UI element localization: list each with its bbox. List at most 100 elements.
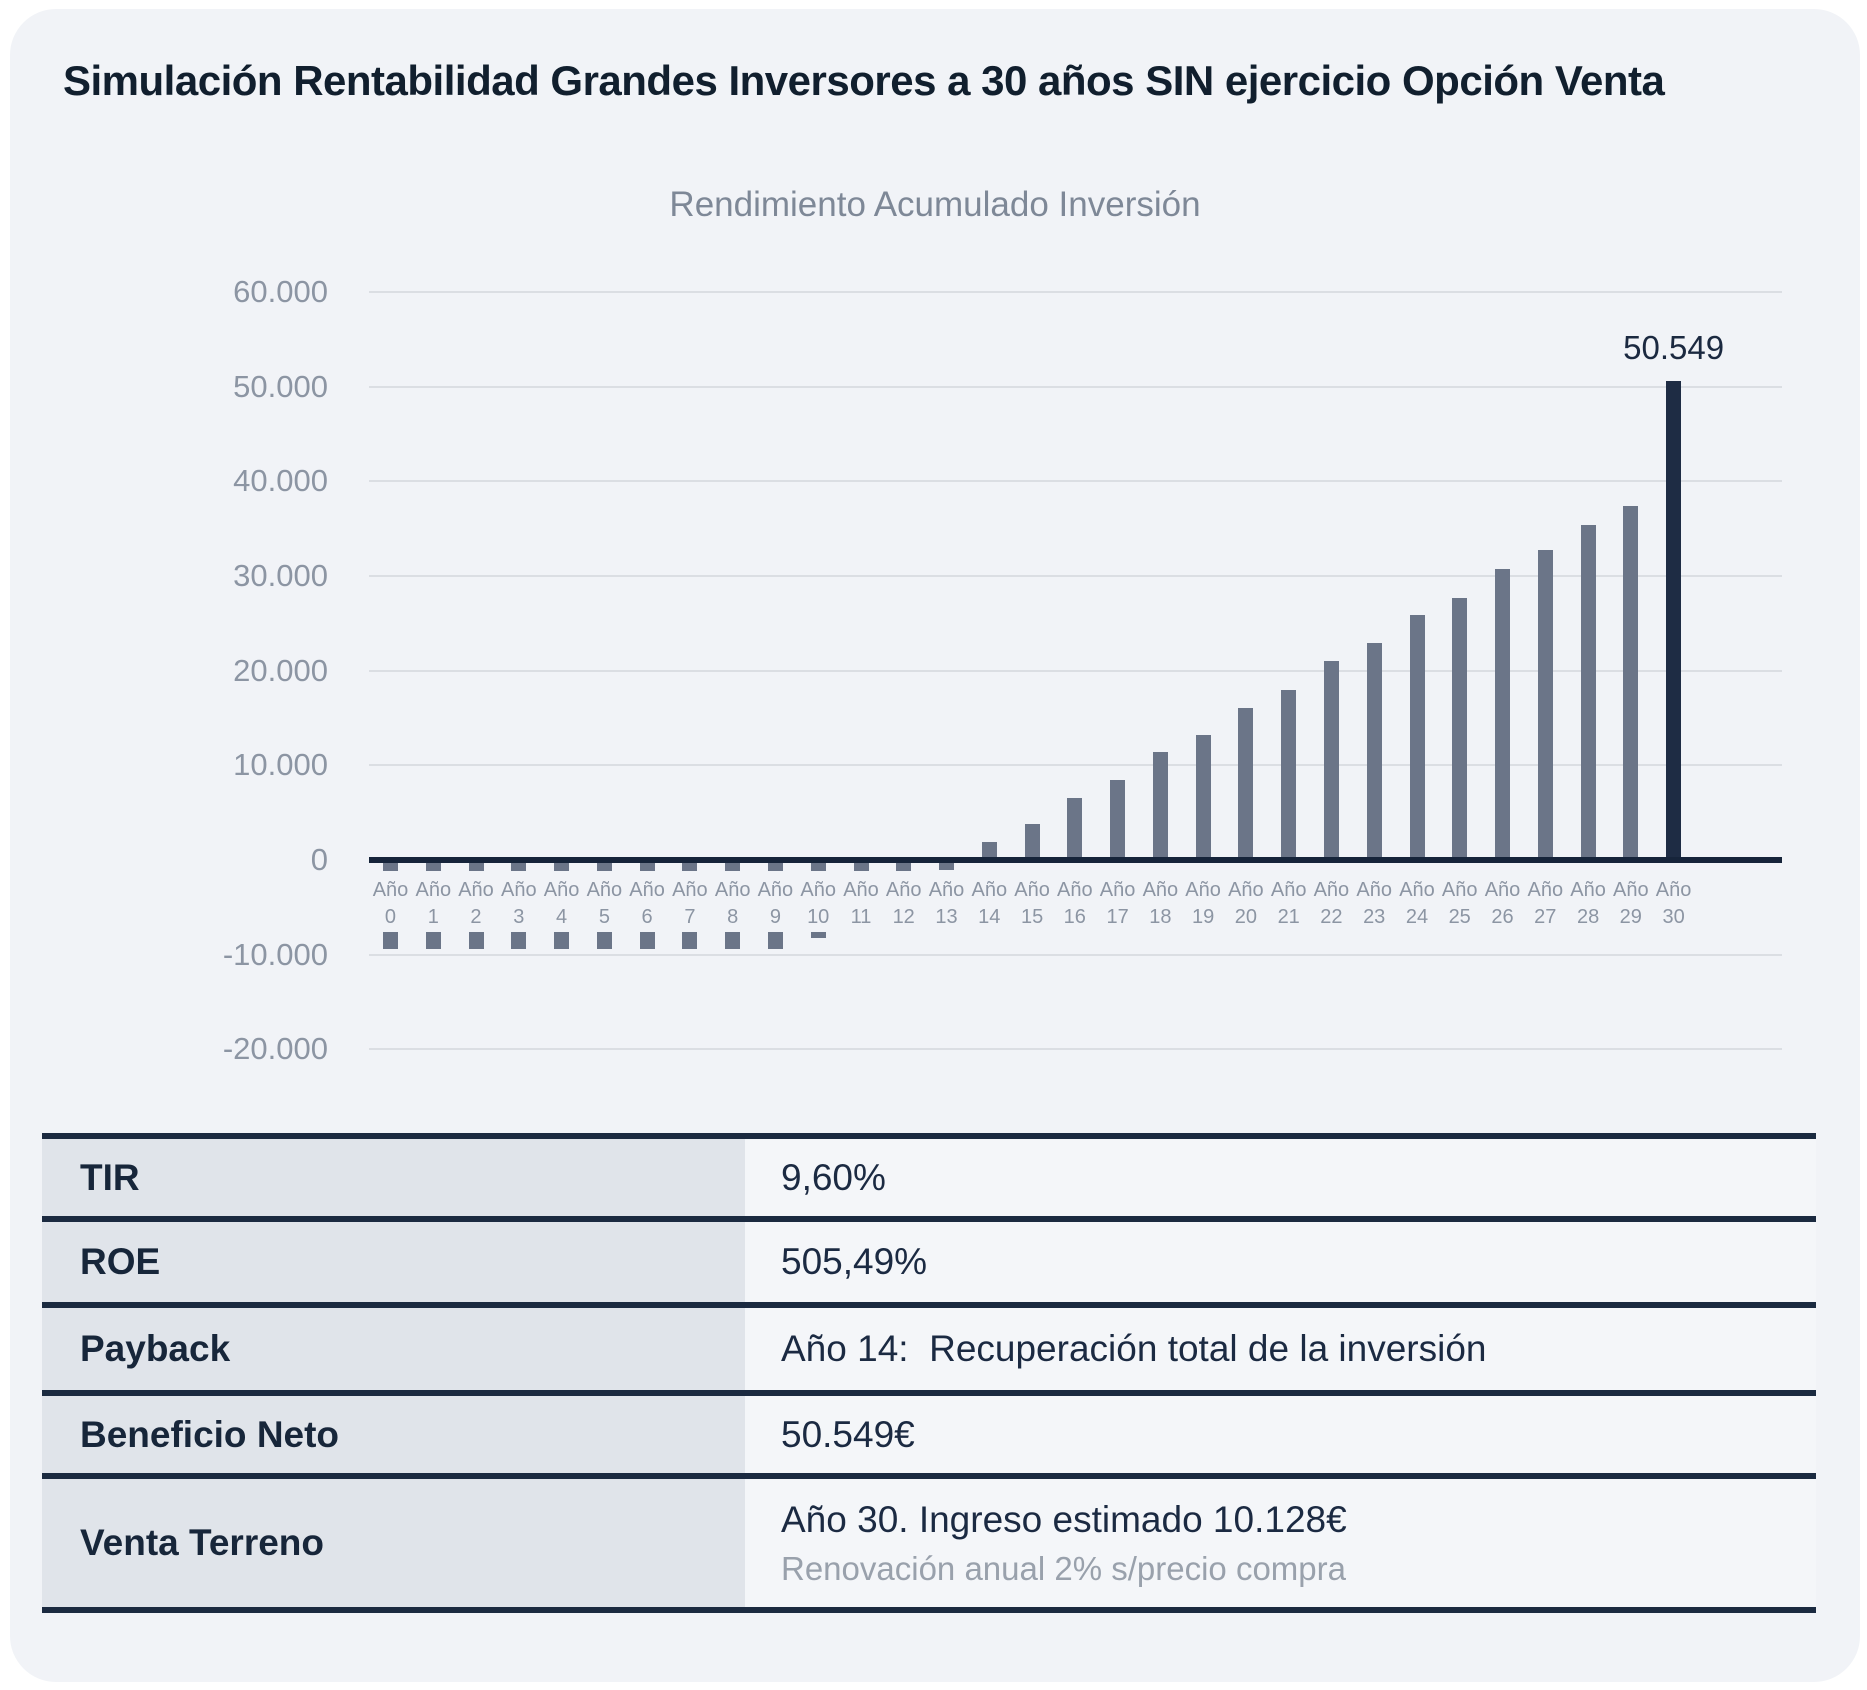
bar — [1366, 643, 1382, 860]
row-label-beneficio-neto: Beneficio Neto — [42, 1396, 745, 1473]
table-row-payback: Payback Año 14: Recuperación total de la … — [42, 1308, 1816, 1390]
row-value-venta-terreno: Año 30. Ingreso estimado 10.128€ Renovaci… — [745, 1479, 1816, 1607]
x-axis-label: Año 22 — [1310, 871, 1353, 932]
row-value-main: 9,60% — [781, 1156, 886, 1198]
x-axis-label: Año 21 — [1267, 871, 1311, 932]
x-axis-label: Año 10 — [796, 871, 840, 932]
row-value-payback: Año 14: Recuperación total de la inversi… — [745, 1308, 1816, 1390]
x-axis-label: Año 6 — [625, 871, 669, 932]
x-axis-label: Año 3 — [497, 871, 541, 932]
x-axis-label: Año 30 — [1652, 871, 1695, 932]
x-axis-label: Año 13 — [925, 871, 968, 932]
bar — [1110, 779, 1126, 860]
row-label-payback: Payback — [42, 1308, 745, 1390]
table-row-venta-terreno: Venta Terreno Año 30. Ingreso estimado 10… — [42, 1479, 1816, 1607]
x-axis-label: Año 17 — [1096, 871, 1139, 932]
x-axis-label: Año 25 — [1438, 871, 1482, 932]
x-axis-label: Año 5 — [583, 871, 626, 932]
x-axis-label: Año 18 — [1139, 871, 1182, 932]
y-axis-label: -20.000 — [222, 1031, 328, 1067]
y-axis-label: 10.000 — [233, 747, 328, 783]
bar — [1537, 550, 1553, 860]
row-value-main: 505,49% — [781, 1241, 928, 1282]
x-axis-label: Año 26 — [1481, 871, 1524, 932]
row-value-sub: Renovación anual 2% s/precio compra — [781, 1549, 1346, 1587]
gridline — [369, 290, 1782, 293]
report-card: Simulación Rentabilidad Grandes Inversor… — [10, 9, 1860, 1682]
x-axis-label: Año 23 — [1352, 871, 1396, 932]
x-axis-label: Año 15 — [1010, 871, 1054, 932]
row-value-main: Año 30. Ingreso estimado 10.128€ — [781, 1498, 1347, 1540]
kpi-table: TIR 9,60% ROE 505,49% Payback Año 14: Recuper… — [42, 1133, 1816, 1613]
bar — [1238, 707, 1254, 860]
row-label-tir: TIR — [42, 1139, 745, 1216]
table-border — [42, 1607, 1816, 1613]
table-border — [42, 1473, 1816, 1479]
x-axis-label: Año 27 — [1523, 871, 1567, 932]
x-axis-label: Año 28 — [1566, 871, 1610, 932]
y-axis-label: 30.000 — [233, 557, 328, 593]
x-axis-label: Año 1 — [411, 871, 455, 932]
table-border — [42, 1133, 1816, 1139]
gridline — [369, 953, 1782, 956]
x-axis-label: Año 4 — [540, 871, 583, 932]
x-axis-label: Año 0 — [369, 871, 412, 932]
table-row-beneficio-neto: Beneficio Neto 50.549€ — [42, 1396, 1816, 1473]
bar — [1323, 661, 1339, 860]
bar — [1281, 689, 1297, 860]
gridline — [369, 764, 1782, 767]
gridline — [369, 385, 1782, 388]
bar-value-annotation: 50.549 — [1623, 329, 1725, 366]
row-label-roe: ROE — [42, 1222, 745, 1302]
gridline — [369, 669, 1782, 672]
bar — [1623, 505, 1639, 860]
x-axis-line — [369, 857, 1782, 863]
table-border — [42, 1390, 1816, 1396]
y-axis-label: -10.000 — [222, 936, 328, 972]
bar — [1024, 824, 1040, 860]
gridline — [369, 574, 1782, 577]
bar — [1067, 797, 1083, 860]
y-axis-label: 50.000 — [233, 368, 328, 404]
table-row-tir: TIR 9,60% — [42, 1139, 1816, 1216]
x-axis-label: Año 2 — [454, 871, 498, 932]
table-border — [42, 1216, 1816, 1222]
x-axis-label: Año 7 — [668, 871, 712, 932]
gridline — [369, 1048, 1782, 1051]
x-axis-label: Año 9 — [754, 871, 797, 932]
table-row-roe: ROE 505,49% — [42, 1222, 1816, 1302]
page-title: Simulación Rentabilidad Grandes Inversor… — [63, 57, 1665, 104]
y-axis-label: 40.000 — [233, 463, 328, 499]
x-axis-label: Año 24 — [1395, 871, 1439, 932]
x-axis-label: Año 8 — [711, 871, 755, 932]
x-axis-label: Año 20 — [1224, 871, 1268, 932]
x-axis-label: Año 12 — [882, 871, 926, 932]
chart-title: Rendimiento Acumulado Inversión — [669, 185, 1201, 224]
row-value-beneficio-neto: 50.549€ — [745, 1396, 1816, 1473]
bar — [1152, 752, 1168, 860]
y-axis-label: 60.000 — [233, 273, 328, 309]
gridline — [369, 480, 1782, 483]
row-label-venta-terreno: Venta Terreno — [42, 1479, 745, 1607]
x-axis-label: Año 29 — [1609, 871, 1653, 932]
x-axis-label: Año 16 — [1053, 871, 1097, 932]
row-value-main: Año 14: Recuperación total de la inversi… — [781, 1328, 1487, 1369]
row-value-roe: 505,49% — [745, 1222, 1816, 1302]
x-axis-label: Año 11 — [839, 871, 883, 932]
bar — [1409, 614, 1425, 860]
bar — [1195, 735, 1211, 860]
y-axis-label: 20.000 — [233, 652, 328, 688]
bar — [1452, 597, 1468, 860]
row-value-tir: 9,60% — [745, 1139, 1816, 1216]
row-value-main: 50.549€ — [781, 1413, 915, 1455]
y-axis-label: 0 — [310, 842, 328, 877]
table-border — [42, 1302, 1816, 1308]
bar — [1495, 569, 1510, 860]
bar — [939, 863, 954, 870]
bar-chart-plot-area: 50.549 60.000 50.000 40.000 30.000 20.000 10.… — [10, 9, 1860, 1109]
x-axis-label: Año 19 — [1181, 871, 1225, 932]
bar — [1580, 524, 1596, 860]
bar — [1666, 381, 1682, 860]
bar — [981, 842, 997, 860]
x-axis-label: Año 14 — [967, 871, 1011, 932]
